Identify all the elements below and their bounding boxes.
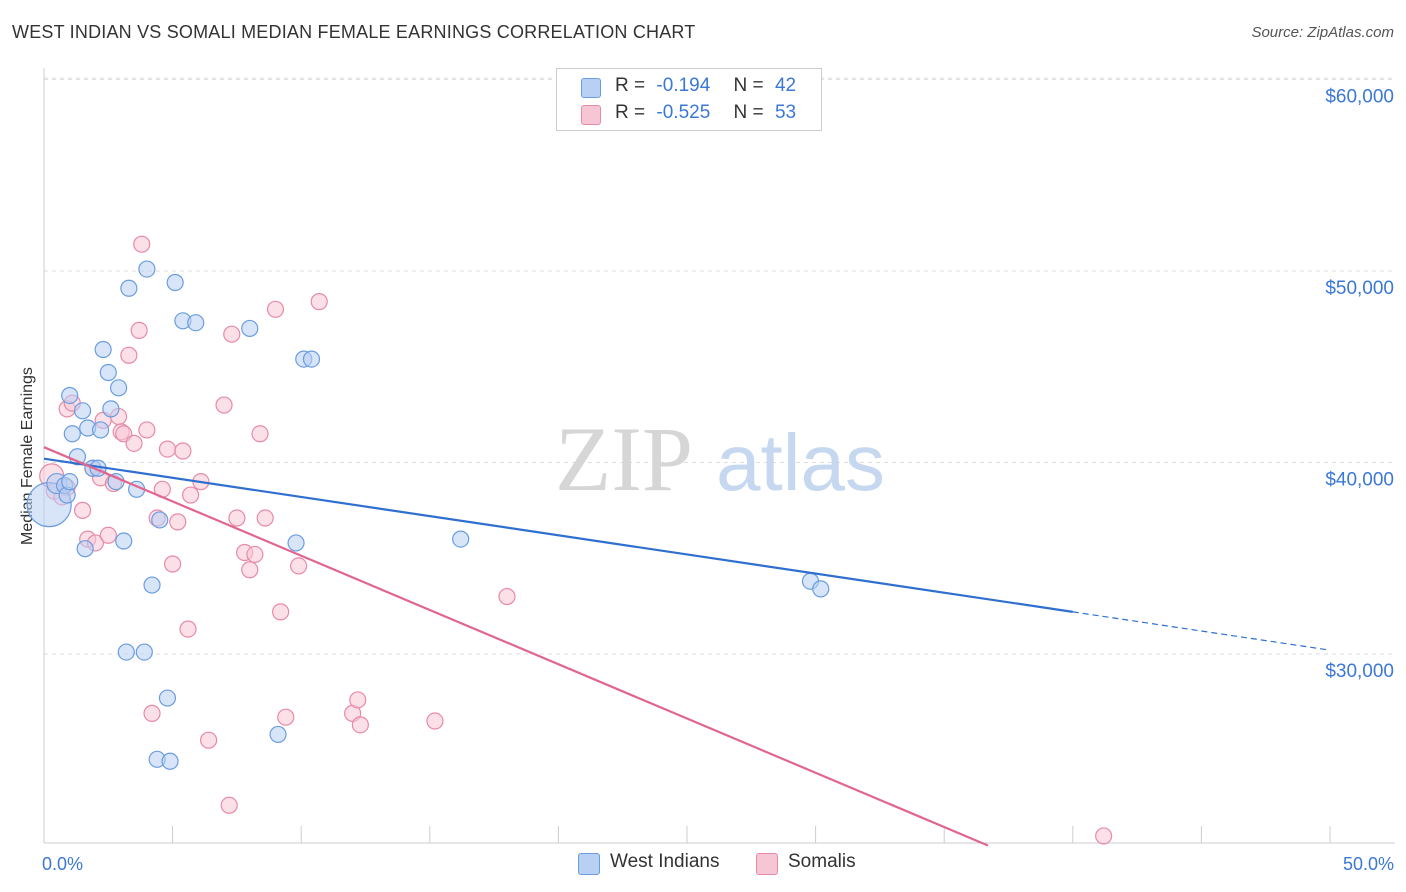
- somalis-point: [182, 486, 200, 504]
- somalis-point: [143, 704, 161, 722]
- trend-lines: [43, 446, 1331, 847]
- west-indians-point: [115, 532, 133, 550]
- west-indians-point: [187, 314, 205, 332]
- somalis-point: [266, 300, 285, 318]
- somalis-point: [164, 555, 182, 573]
- y-tick-label: $50,000: [1325, 278, 1394, 299]
- legend-r-value: -0.525: [656, 102, 711, 123]
- legend-n-label: N =: [733, 102, 764, 123]
- somalis-point: [351, 716, 369, 734]
- west-indians-point: [161, 752, 179, 770]
- west-indians-point: [158, 689, 177, 707]
- west-indians-point: [120, 279, 138, 297]
- west-indians-point: [151, 511, 169, 529]
- west-indians-point: [99, 363, 117, 382]
- x-tick-label-min: 0.0%: [42, 854, 83, 874]
- chart-title: WEST INDIAN VS SOMALI MEDIAN FEMALE EARN…: [12, 22, 696, 42]
- somalis-point: [174, 442, 192, 460]
- somalis-point: [256, 509, 274, 527]
- y-tick-label: $30,000: [1325, 661, 1394, 682]
- somalis-point: [200, 731, 218, 749]
- west-indians-point: [812, 580, 830, 598]
- somalis-point: [169, 513, 187, 531]
- west-indians-point: [63, 425, 81, 443]
- watermark-atlas: atlas: [716, 418, 885, 507]
- somalis-point: [223, 325, 241, 343]
- somalis-trend-line: [43, 446, 989, 847]
- tick-labels: $30,000 $40,000 $50,000 $60,000 0.0% 50.0%: [42, 87, 1394, 875]
- somalis-point: [215, 396, 233, 414]
- x-tick-label-max: 50.0%: [1343, 854, 1394, 874]
- west-indians-point: [135, 643, 153, 661]
- west-indians-point: [76, 540, 94, 558]
- legend-r-value: -0.194: [656, 75, 711, 96]
- somalis-point: [133, 235, 151, 253]
- west-indians-point: [241, 319, 259, 338]
- legend-n-label: N =: [733, 75, 764, 96]
- west-indians-point: [269, 725, 287, 744]
- west-indians-trend-line: [43, 457, 1073, 613]
- somalis-point: [251, 425, 269, 443]
- somalis-point: [246, 545, 264, 564]
- somalis-point: [290, 557, 308, 575]
- legend-swatch-pink: [581, 105, 601, 125]
- west-indians-point: [452, 530, 470, 548]
- legend-n-value: 42: [774, 75, 797, 96]
- west-indians-point: [61, 473, 79, 491]
- somalis-point: [130, 321, 148, 339]
- somalis-point: [310, 293, 328, 311]
- west-indians-point: [91, 421, 110, 439]
- legend-swatch-blue: [581, 78, 601, 98]
- west-indians-point: [117, 643, 135, 661]
- somalis-point: [125, 434, 143, 452]
- somalis-point: [138, 421, 156, 439]
- west-indians-point: [109, 379, 128, 397]
- west-indians-point: [138, 260, 156, 278]
- bottom-legend-swatch-blue: [578, 853, 600, 875]
- somalis-point: [99, 526, 117, 544]
- y-tick-label: $40,000: [1325, 470, 1394, 491]
- somalis-point: [349, 691, 367, 709]
- axes: [43, 68, 1395, 844]
- somalis-point: [73, 501, 92, 519]
- y-tick-label: $60,000: [1325, 87, 1394, 108]
- somalis-point: [272, 603, 290, 621]
- bottom-legend-label: West Indians: [610, 851, 720, 872]
- somalis-point: [241, 561, 259, 579]
- west-indians-trend-extension: [1072, 611, 1331, 651]
- west-indians-point: [143, 576, 161, 594]
- west-indians-points: [26, 260, 830, 770]
- somalis-point: [1095, 827, 1113, 845]
- somalis-point: [158, 440, 177, 458]
- west-indians-point: [61, 386, 79, 405]
- west-indians-point: [287, 534, 305, 552]
- somalis-point: [277, 708, 295, 726]
- legend-n-value: 53: [774, 102, 797, 123]
- somalis-point: [498, 587, 516, 606]
- west-indians-point: [102, 400, 120, 418]
- stats-legend: R = -0.194 N = 42 R = -0.525 N = 53: [556, 68, 822, 131]
- west-indians-point: [94, 340, 112, 359]
- legend-r-label: R =: [615, 102, 646, 123]
- watermark-zip: ZIP: [555, 408, 693, 510]
- source-label: Source: ZipAtlas.com: [1251, 24, 1394, 41]
- watermark: ZIP atlas: [555, 408, 885, 510]
- bottom-legend-swatch-pink: [756, 853, 778, 875]
- west-indians-point: [166, 273, 184, 292]
- somalis-point: [220, 796, 238, 814]
- west-indians-point: [73, 402, 92, 420]
- somalis-point: [426, 712, 444, 730]
- legend-r-label: R =: [615, 75, 646, 96]
- somalis-point: [228, 509, 246, 527]
- west-indians-point: [302, 350, 321, 368]
- bottom-legend-label: Somalis: [788, 851, 856, 872]
- somalis-point: [179, 620, 197, 638]
- somalis-point: [120, 346, 138, 364]
